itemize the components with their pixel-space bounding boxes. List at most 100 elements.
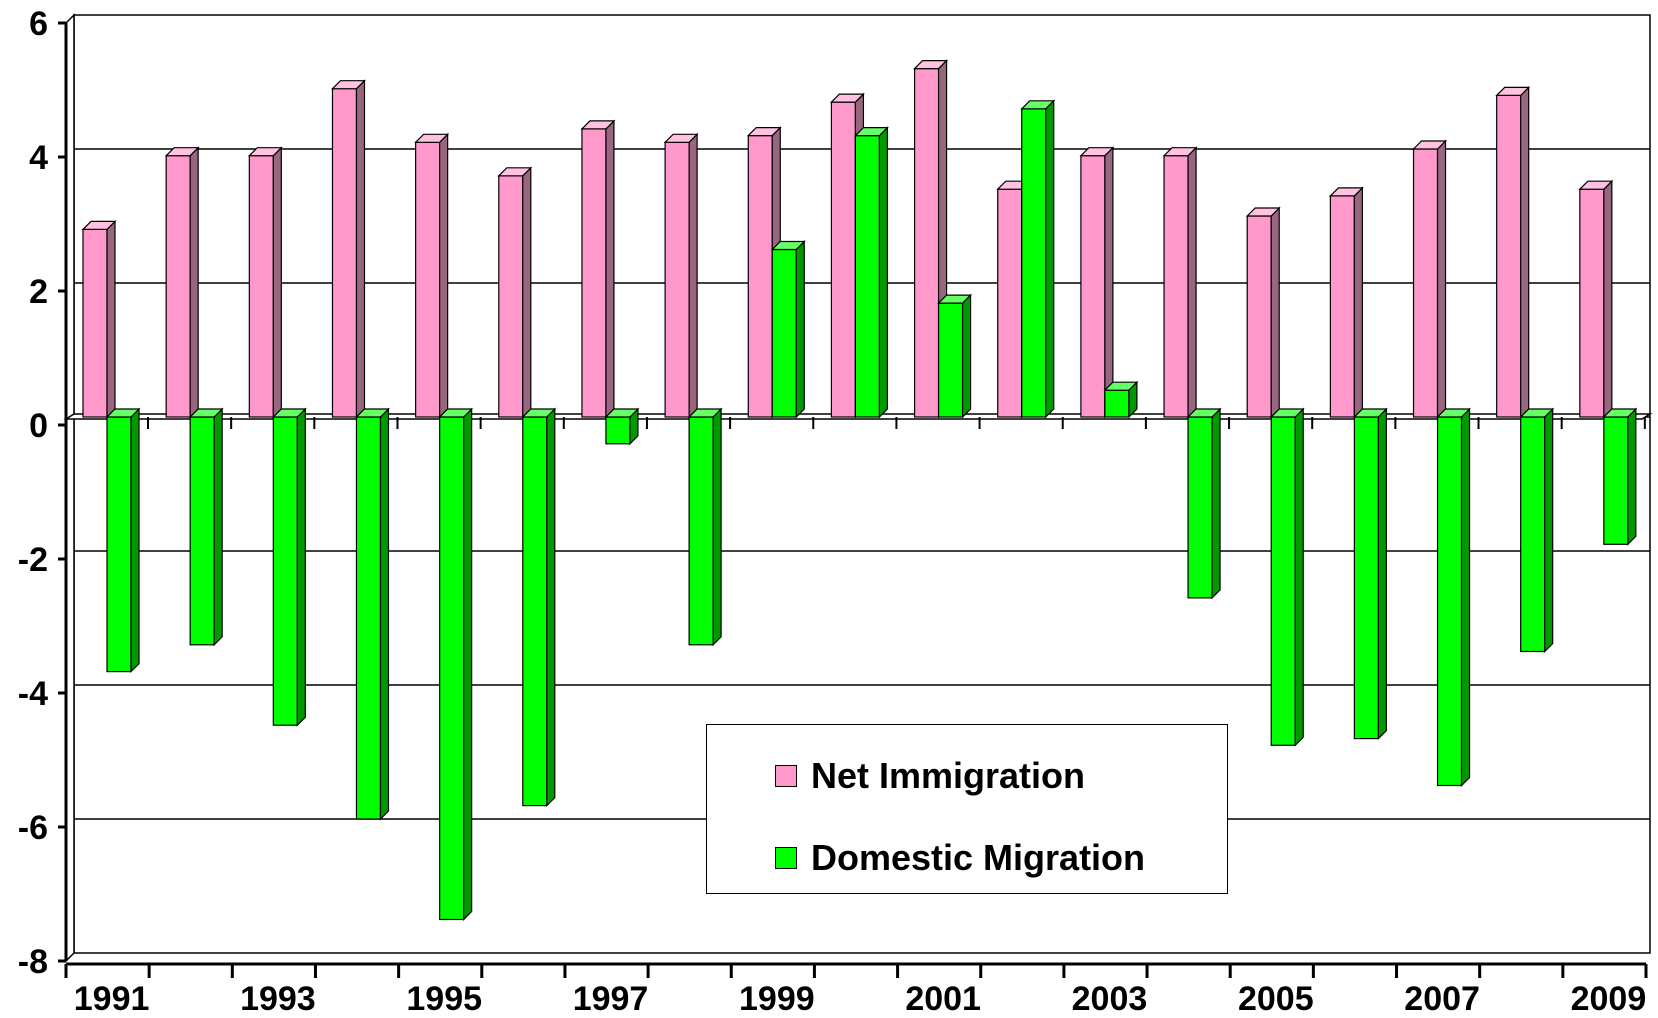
x-tick-label: 2005 bbox=[1238, 980, 1314, 1018]
bar-net-immigration-top bbox=[1245, 207, 1281, 217]
bar-net-immigration bbox=[1329, 195, 1355, 418]
y-tick-label: -6 bbox=[18, 809, 48, 847]
bar-net-immigration-top bbox=[663, 133, 699, 143]
bar-net-immigration-side bbox=[522, 166, 532, 419]
bar-domestic-migration-top bbox=[438, 408, 474, 418]
bar-domestic-migration-side bbox=[1211, 407, 1221, 600]
bar-domestic-migration-top bbox=[1103, 381, 1139, 391]
bar-net-immigration-side bbox=[605, 119, 615, 419]
bar-domestic-migration-side bbox=[130, 407, 140, 674]
bar-net-immigration-top bbox=[497, 167, 533, 177]
legend-item-domestic-migration: Domestic Migration bbox=[775, 837, 1145, 879]
bar-domestic-migration-top bbox=[1269, 408, 1305, 418]
bar-domestic-migration bbox=[1353, 416, 1379, 740]
y-tick-label: -4 bbox=[18, 675, 48, 713]
bar-net-immigration-top bbox=[829, 93, 865, 103]
x-tick-label: 1995 bbox=[406, 980, 482, 1018]
bar-net-immigration bbox=[1579, 188, 1605, 418]
bar-domestic-migration-top bbox=[604, 408, 640, 418]
bar-net-immigration-top bbox=[746, 126, 782, 137]
x-tick-label: 1991 bbox=[74, 980, 150, 1018]
legend-label-domestic-migration: Domestic Migration bbox=[811, 837, 1146, 878]
bar-net-immigration bbox=[1080, 155, 1106, 418]
y-tick-label: 2 bbox=[29, 273, 48, 311]
bar-domestic-migration-top bbox=[1519, 408, 1555, 418]
bar-domestic-migration-top bbox=[1186, 408, 1222, 418]
bar-net-immigration bbox=[1412, 148, 1439, 418]
bar-domestic-migration bbox=[688, 416, 714, 646]
bar-net-immigration-top bbox=[1412, 140, 1447, 150]
bar-domestic-migration-side bbox=[463, 407, 473, 921]
bar-domestic-migration bbox=[189, 416, 215, 646]
bar-domestic-migration-side bbox=[878, 126, 889, 419]
y-tick-label: 6 bbox=[29, 5, 48, 43]
bar-net-immigration-side bbox=[272, 146, 282, 419]
x-tick-label: 1993 bbox=[240, 980, 316, 1018]
bar-domestic-migration-side bbox=[379, 407, 390, 821]
bar-net-immigration bbox=[581, 128, 607, 418]
x-tick-label: 1997 bbox=[573, 980, 649, 1018]
y-tick-label: 4 bbox=[29, 139, 48, 177]
bar-domestic-migration-side bbox=[546, 407, 556, 808]
bar-domestic-migration-side bbox=[1627, 407, 1637, 546]
bar-net-immigration bbox=[165, 155, 191, 418]
bar-domestic-migration bbox=[1520, 416, 1546, 653]
bar-net-immigration-side bbox=[1187, 146, 1197, 419]
x-tick-label: 2007 bbox=[1404, 980, 1480, 1018]
legend-swatch-domestic-migration bbox=[775, 847, 797, 869]
bar-net-immigration-side bbox=[1270, 206, 1280, 419]
bar-net-immigration-side bbox=[1603, 179, 1613, 419]
bar-domestic-migration-side bbox=[1460, 407, 1471, 787]
bar-domestic-migration-side bbox=[213, 407, 223, 647]
bar-net-immigration bbox=[82, 228, 108, 418]
bar-domestic-migration bbox=[1187, 416, 1213, 599]
y-tick-label: -2 bbox=[18, 541, 48, 579]
x-tick-label: 2001 bbox=[905, 980, 981, 1018]
bar-domestic-migration bbox=[1021, 108, 1047, 418]
bar-domestic-migration bbox=[854, 135, 881, 418]
bar-net-immigration-top bbox=[1162, 147, 1198, 157]
bar-net-immigration bbox=[997, 188, 1023, 418]
bar-domestic-migration bbox=[1436, 416, 1463, 787]
bar-net-immigration bbox=[331, 88, 358, 418]
bar-net-immigration-top bbox=[1578, 180, 1614, 190]
bar-domestic-migration-top bbox=[355, 408, 390, 418]
bar-net-immigration bbox=[913, 67, 940, 418]
bar-domestic-migration bbox=[1104, 389, 1130, 418]
bar-net-immigration bbox=[1496, 94, 1522, 418]
bar-domestic-migration-top bbox=[770, 240, 806, 251]
bar-domestic-migration-side bbox=[712, 407, 722, 647]
x-tick-label: 2003 bbox=[1072, 980, 1148, 1018]
bar-domestic-migration bbox=[937, 302, 964, 418]
bar-domestic-migration bbox=[106, 416, 132, 673]
bar-domestic-migration-side bbox=[1377, 407, 1387, 741]
x-tick-label: 1999 bbox=[739, 980, 815, 1018]
bar-net-immigration-top bbox=[164, 147, 200, 157]
bar-domestic-migration-top bbox=[521, 408, 557, 418]
bar-net-immigration-top bbox=[580, 120, 616, 130]
bar-net-immigration bbox=[747, 135, 773, 418]
bar-domestic-migration bbox=[272, 416, 298, 726]
bar-net-immigration-side bbox=[355, 79, 366, 419]
bar-net-immigration-top bbox=[1079, 147, 1115, 157]
legend: Net Immigration Domestic Migration bbox=[706, 724, 1228, 894]
bar-net-immigration-side bbox=[1520, 85, 1530, 419]
bar-domestic-migration bbox=[771, 248, 797, 418]
bar-domestic-migration bbox=[1270, 416, 1296, 746]
bar-net-immigration bbox=[1163, 155, 1189, 418]
bar-net-immigration-top bbox=[1328, 187, 1364, 197]
bar-domestic-migration-side bbox=[1294, 407, 1304, 747]
bar-net-immigration-top bbox=[414, 133, 450, 143]
bar-domestic-migration-side bbox=[961, 293, 972, 419]
bar-domestic-migration-side bbox=[1544, 407, 1554, 653]
bar-net-immigration-side bbox=[1436, 139, 1447, 419]
bar-net-immigration-top bbox=[247, 147, 283, 157]
legend-swatch-net-immigration bbox=[775, 765, 797, 787]
bar-net-immigration-top bbox=[913, 59, 949, 70]
bar-domestic-migration-top bbox=[853, 126, 889, 137]
y-tick-label: -8 bbox=[18, 943, 48, 981]
bar-domestic-migration-top bbox=[1352, 408, 1388, 418]
bar-domestic-migration-top bbox=[1436, 408, 1471, 418]
bar-domestic-migration-top bbox=[937, 294, 973, 304]
